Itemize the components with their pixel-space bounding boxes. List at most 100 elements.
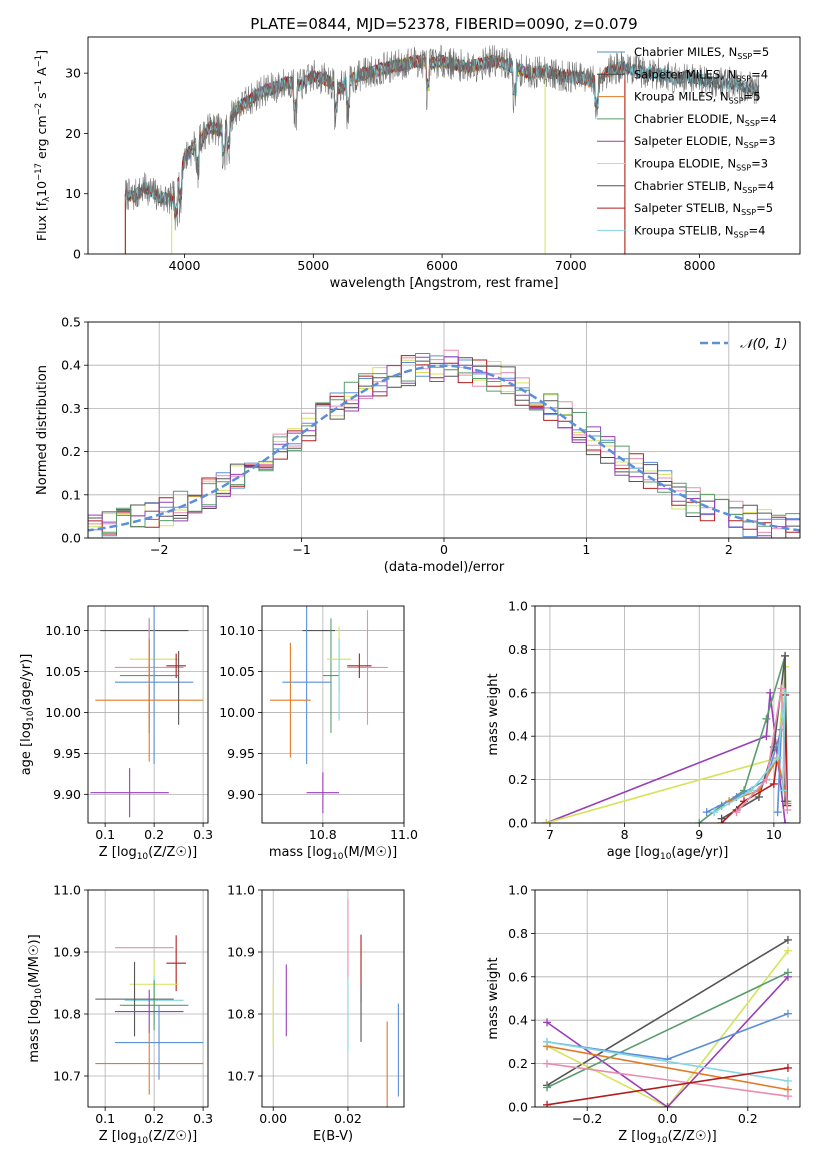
x-tick-label: 0.00	[259, 1111, 287, 1126]
observed-spectrum-line	[125, 44, 760, 231]
panel-mass-vs-EBV: 0.00 0.02 10.7 10.8 10.9 11.0 E(B-V)	[227, 883, 405, 1144]
y-tick-label: 10.7	[53, 1069, 81, 1084]
y-axis-label: Flux [fλ10−17 erg cm−2 s−1 A−1]	[34, 50, 52, 241]
x-tick-label: 8000	[684, 258, 716, 273]
weight-series-line	[545, 666, 786, 823]
weight-marker	[543, 1100, 552, 1107]
errorbar-point	[306, 772, 340, 814]
weight-marker	[777, 684, 786, 693]
panel-age-vs-Z: 0.1 0.2 0.3 9.90 9.95 10.00 10.05 10.10 Z [log10…	[19, 605, 213, 862]
y-tick-label: 10.9	[53, 945, 81, 960]
panel-mass-weight-vs-age: 7 8 9 10 0.0 0.2 0.4 0.6 0.8 1.0 age [log10(age/yr…	[486, 599, 801, 862]
weight-marker	[769, 779, 778, 788]
y-tick-label: 10.05	[45, 664, 81, 679]
x-tick-label: 7	[546, 827, 554, 842]
panel-residuals: −2 −1 0 1 2 0.0 0.1 0.2 0.3 0.4 0.5 (data-model)/er…	[35, 315, 801, 575]
legend-entry: Salpeter MILES, NSSP=4	[634, 67, 768, 83]
y-tick-label: 20	[65, 126, 81, 141]
y-tick-label: 9.90	[227, 787, 255, 802]
weight-marker	[783, 1063, 792, 1072]
errorbar-point	[166, 935, 186, 992]
x-tick-label: 8	[621, 827, 629, 842]
weight-marker	[695, 819, 704, 823]
legend-entry: Chabrier ELODIE, NSSP=4	[634, 112, 777, 128]
x-tick-label: 0.02	[334, 1111, 362, 1126]
y-tick-label: 10	[65, 186, 81, 201]
weight-marker	[781, 819, 790, 823]
panel-spectrum: 4000 5000 6000 7000 8000 0 10 20 30 PLATE=0844, M…	[34, 15, 801, 291]
legend-entry: Kroupa ELODIE, NSSP=3	[634, 157, 768, 173]
y-tick-label: 0.6	[508, 685, 528, 700]
weight-marker	[543, 1083, 552, 1092]
weight-marker	[773, 808, 782, 817]
weight-series-line	[546, 1067, 789, 1106]
weight-marker	[663, 1103, 672, 1107]
x-axis-label: Z [log10(Z/Z☉)]	[618, 1129, 716, 1146]
spectrum-lines	[124, 44, 760, 254]
errorbar-point	[114, 989, 184, 1034]
weight-marker	[732, 808, 741, 817]
y-tick-label: 30	[65, 66, 81, 81]
x-tick-label: 0.3	[193, 1111, 213, 1126]
errorbar-point	[95, 1032, 204, 1095]
x-tick-label: 0.2	[144, 827, 164, 842]
x-tick-label: 11.0	[390, 827, 418, 842]
weight-marker	[543, 1037, 552, 1046]
legend-entry: Chabrier MILES, NSSP=5	[634, 45, 769, 61]
x-tick-label: 5000	[297, 258, 329, 273]
weight-lines	[543, 935, 792, 1107]
weight-marker	[710, 808, 719, 817]
errorbar-point	[90, 768, 169, 818]
errorbar-point	[114, 606, 194, 765]
chart-title: PLATE=0844, MJD=52378, FIBERID=0090, z=0…	[250, 15, 637, 33]
y-tick-label: 10.05	[219, 664, 255, 679]
y-tick-label: 0.8	[508, 642, 528, 657]
weight-series-line	[546, 1062, 789, 1097]
x-tick-label: −0.2	[572, 1111, 602, 1126]
x-tick-label: −1	[292, 542, 310, 557]
legend: Chabrier MILES, NSSP=5 Salpeter MILES, NS…	[597, 45, 777, 239]
gaussian-curve	[88, 364, 800, 532]
x-tick-label: 0.0	[658, 1111, 678, 1126]
weight-marker	[717, 819, 726, 823]
weight-marker	[543, 1059, 552, 1068]
errorbar-point	[95, 961, 174, 1037]
weight-series-line	[546, 1045, 789, 1091]
axes-frame	[87, 605, 209, 824]
legend-entry: 𝒩(0, 1)	[740, 337, 787, 352]
weight-marker	[773, 753, 782, 762]
x-tick-label: −2	[150, 542, 168, 557]
weight-marker	[778, 786, 787, 795]
weight-marker	[781, 651, 790, 660]
weight-marker	[702, 808, 711, 817]
y-tick-label: 0.2	[508, 772, 528, 787]
y-tick-label: 10.00	[219, 705, 255, 720]
y-tick-label: 0.1	[61, 487, 81, 502]
y-tick-label: 0.0	[508, 1100, 528, 1115]
axes-frame	[261, 605, 405, 824]
errorbars	[270, 606, 388, 814]
y-tick-label: 10.7	[227, 1069, 255, 1084]
y-axis-label: Normed distribution	[35, 365, 50, 495]
y-tick-label: 10.00	[45, 705, 81, 720]
weight-marker	[762, 775, 771, 784]
x-tick-label: 0.1	[95, 827, 115, 842]
y-tick-label: 0.3	[61, 401, 81, 416]
errorbar-point	[322, 618, 340, 733]
weight-marker	[762, 732, 771, 741]
y-tick-label: 0.2	[508, 1056, 528, 1071]
errorbars	[90, 606, 204, 818]
errorbar-point	[95, 638, 204, 762]
y-axis-label: age [log10(age/yr)]	[19, 654, 36, 776]
x-axis-label: E(B-V)	[313, 1129, 353, 1144]
y-tick-label: 9.95	[227, 746, 255, 761]
y-tick-label: 0.6	[508, 969, 528, 984]
errorbar-point	[114, 1005, 204, 1080]
y-tick-label: 0.0	[61, 531, 81, 546]
legend-entry: Salpeter ELODIE, NSSP=3	[634, 134, 776, 150]
errorbar-point	[119, 980, 189, 1031]
y-tick-label: 10.8	[53, 1007, 81, 1022]
weight-marker	[542, 819, 551, 823]
weight-series-line	[546, 950, 789, 1107]
